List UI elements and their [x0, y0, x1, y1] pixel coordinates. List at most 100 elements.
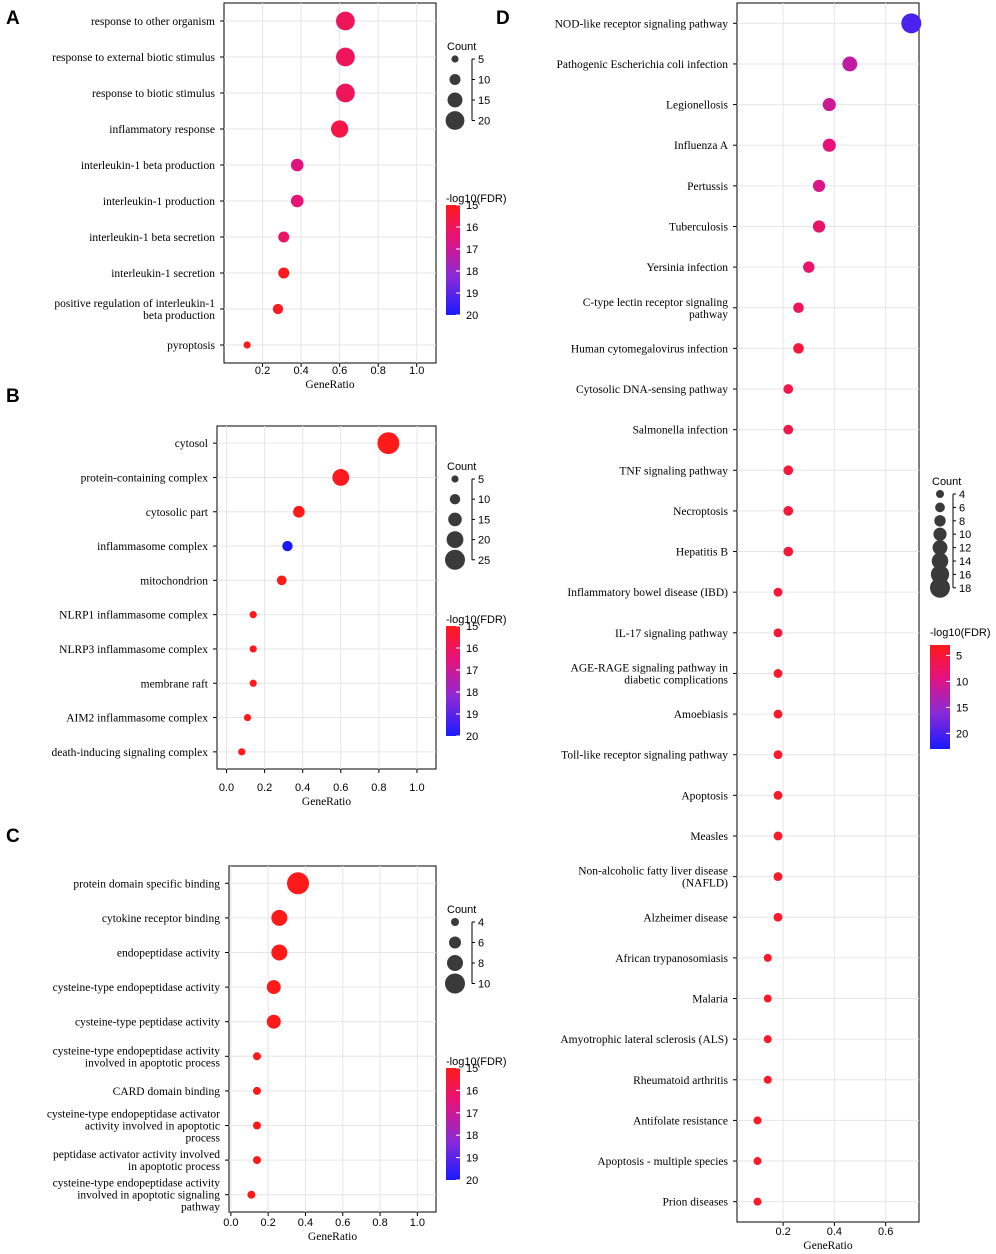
data-point	[822, 138, 836, 152]
category-label-line: (NAFLD)	[682, 878, 728, 890]
category-label: Cytosolic DNA-sensing pathway	[576, 384, 728, 396]
data-point	[812, 220, 826, 233]
data-point	[266, 1014, 281, 1029]
category-label: Apoptosis - multiple species	[597, 1156, 728, 1168]
category-label-line: cysteine-type endopeptidase activity	[53, 1178, 221, 1190]
data-point	[773, 669, 783, 678]
color-legend-label: 16	[466, 222, 478, 234]
x-tick-label: 0.2	[775, 1226, 790, 1238]
category-label: Amyotrophic lateral sclerosis (ALS)	[560, 1034, 728, 1046]
color-legend-label: 17	[466, 665, 478, 677]
category-label-line: activity involved in apoptotic	[85, 1121, 220, 1133]
color-legend-title: -log10(FDR)	[446, 193, 507, 205]
size-legend-dot	[932, 540, 948, 556]
category-label: Rheumatoid arthritis	[633, 1075, 728, 1087]
category-label: Necroptosis	[673, 506, 728, 518]
category-label-line: Amyotrophic lateral sclerosis (ALS)	[560, 1034, 728, 1046]
category-label-line: African trypanosomiasis	[615, 953, 728, 965]
x-tick-label: 0.6	[332, 365, 347, 377]
category-label-line: mitochondrion	[140, 575, 208, 587]
category-label-line: interleukin-1 production	[103, 196, 215, 208]
category-label-line: AGE-RAGE signaling pathway in	[571, 662, 729, 674]
category-label: cytokine receptor binding	[102, 913, 220, 925]
category-label: Non-alcoholic fatty liver disease (NAFLD)	[578, 866, 728, 890]
category-label: NLRP1 inflammasome complex	[59, 610, 208, 622]
category-label-line: C-type lectin receptor signaling	[583, 297, 729, 309]
size-legend-title: Count	[447, 461, 476, 473]
data-point	[773, 587, 783, 597]
color-legend-label: 15	[956, 702, 968, 714]
color-legend-label: 18	[466, 266, 478, 278]
category-label: cytosolic part	[146, 507, 209, 519]
x-tick-label: 0.8	[371, 782, 386, 794]
data-point	[773, 709, 783, 719]
category-label-line: death-inducing signaling complex	[52, 747, 209, 759]
size-legend-label: 5	[478, 474, 484, 486]
data-point	[793, 302, 804, 314]
category-label: cytosol	[175, 438, 208, 450]
x-tick-label: 0.8	[372, 1217, 387, 1229]
category-label-line: NLRP1 inflammasome complex	[59, 610, 208, 622]
size-legend-dot	[448, 512, 462, 527]
category-label: response to biotic stimulus	[92, 88, 216, 100]
category-label-line: interleukin-1 beta secretion	[89, 232, 215, 244]
category-label: Legionellosis	[666, 100, 728, 112]
size-legend-dot	[447, 955, 463, 971]
category-label-line: Non-alcoholic fatty liver disease	[578, 866, 728, 878]
size-legend-label: 4	[959, 489, 965, 501]
category-label: cysteine-type peptidase activity	[75, 1017, 220, 1029]
size-legend-dot	[449, 494, 461, 505]
category-label-line: membrane raft	[141, 678, 209, 690]
data-point	[252, 1086, 261, 1095]
color-legend-label: 16	[466, 1085, 478, 1097]
color-legend-bar	[930, 645, 950, 749]
data-point	[332, 469, 350, 486]
category-label: Measles	[690, 831, 728, 843]
category-label: African trypanosomiasis	[615, 953, 728, 965]
category-label: peptidase activator activity involved in …	[53, 1149, 221, 1173]
data-point	[783, 384, 794, 394]
category-label-line: Cytosolic DNA-sensing pathway	[576, 384, 728, 396]
category-label: cysteine-type endopeptidase activity invo…	[53, 1178, 221, 1214]
x-axis-label: GeneRatio	[302, 796, 351, 808]
x-tick-label: 0.4	[295, 782, 310, 794]
category-label: Hepatitis B	[676, 547, 728, 559]
data-point	[331, 120, 349, 138]
category-label-line: response to external biotic stimulus	[52, 52, 215, 64]
category-label-line: Necroptosis	[673, 506, 728, 518]
size-legend-label: 6	[478, 938, 484, 950]
x-tick-label: 0.4	[293, 365, 308, 377]
size-legend-dot	[935, 502, 945, 513]
category-label-line: endopeptidase activity	[117, 948, 220, 960]
category-label-line: interleukin-1 beta production	[81, 160, 215, 172]
data-point	[271, 909, 288, 926]
size-legend-dot	[446, 531, 464, 548]
data-point	[773, 872, 783, 882]
size-legend-dot	[931, 552, 949, 570]
data-point	[282, 540, 293, 552]
plot-frame	[216, 425, 437, 770]
size-legend-title: Count	[447, 904, 476, 916]
size-legend-dot	[449, 73, 461, 86]
category-label: Pertussis	[687, 181, 728, 193]
category-label-line: Hepatitis B	[676, 547, 728, 559]
category-label-line: IL-17 signaling pathway	[615, 628, 728, 640]
category-label: mitochondrion	[140, 575, 208, 587]
data-point	[293, 505, 305, 518]
category-label: Yersinia infection	[646, 262, 728, 274]
category-label: Alzheimer disease	[643, 912, 728, 924]
panel-letter-b: B	[6, 386, 20, 407]
size-legend-dot	[451, 918, 459, 926]
category-label: Salmonella infection	[633, 425, 729, 437]
category-label-line: CARD domain binding	[113, 1086, 221, 1098]
data-point	[753, 1157, 762, 1166]
category-label: response to external biotic stimulus	[52, 52, 215, 64]
data-point	[763, 1035, 772, 1044]
category-label: Malaria	[692, 994, 728, 1006]
category-label-line: Alzheimer disease	[643, 912, 728, 924]
data-point	[290, 194, 304, 208]
size-legend-label: 14	[959, 556, 971, 568]
category-label-line: protein domain specific binding	[73, 878, 220, 890]
